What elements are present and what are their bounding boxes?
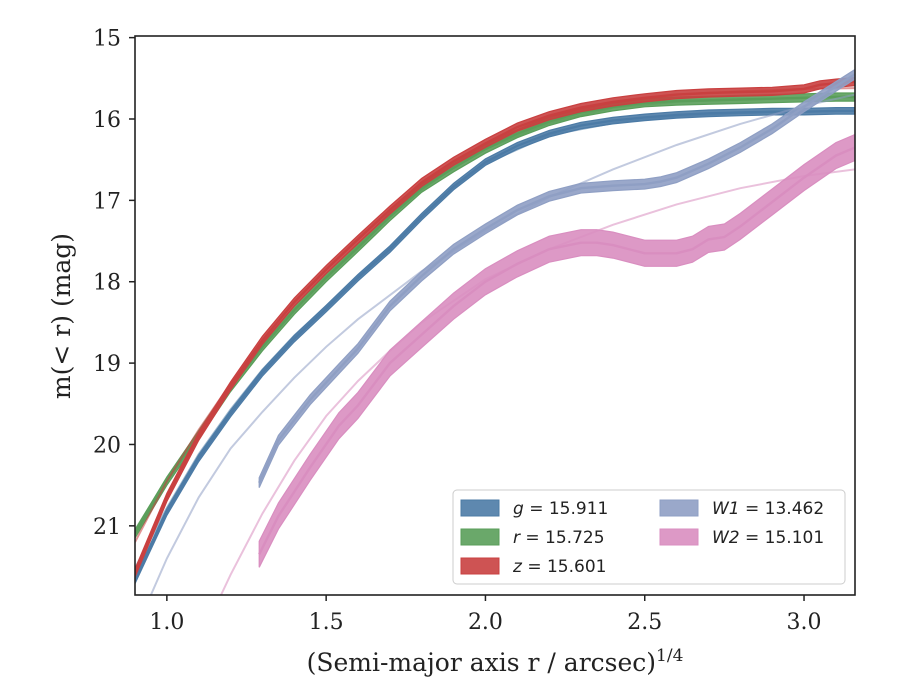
legend-label-w2: W2 = 15.101 — [712, 528, 824, 548]
x-tick-label: 1.5 — [309, 610, 344, 635]
series-layer — [135, 68, 855, 595]
series-w1-band — [258, 68, 855, 488]
x-axis: 1.0 1.5 2.0 2.5 3.0 — [149, 595, 822, 635]
legend-label-w1: W1 = 13.462 — [712, 499, 824, 519]
legend-label-g: g = 15.911 — [513, 499, 608, 519]
y-axis: 15 16 17 18 19 20 21 — [93, 27, 135, 540]
legend-items: g = 15.911 r = 15.725 z = 15.601 W1 = 13.46… — [460, 499, 824, 577]
x-tick-label: 2.0 — [468, 610, 503, 635]
series-z-band — [135, 76, 855, 578]
series-z-line — [135, 80, 855, 574]
legend-box — [452, 489, 846, 585]
series-w1-model-line — [149, 93, 855, 595]
legend: g = 15.911 r = 15.725 z = 15.601 W1 = 13.46… — [452, 489, 846, 585]
plot-frame — [134, 35, 856, 596]
y-tick-label: 18 — [93, 271, 121, 296]
x-axis-label: (Semi-major axis r / arcsec)1/4 — [307, 646, 684, 677]
y-tick-label: 15 — [93, 27, 121, 52]
y-tick-label: 16 — [93, 108, 121, 133]
series-r-line — [135, 95, 855, 535]
legend-swatch-r — [460, 528, 500, 546]
x-tick-label: 1.0 — [149, 610, 184, 635]
legend-label-z: z = 15.601 — [512, 557, 606, 577]
series-w2-band — [258, 133, 855, 568]
x-axis-label-text: (Semi-major axis r / arcsec) — [307, 648, 656, 677]
series-g-band — [135, 107, 855, 584]
legend-swatch-g — [460, 499, 500, 517]
legend-label-r: r = 15.725 — [513, 528, 605, 548]
x-tick-label: 2.5 — [627, 610, 662, 635]
legend-swatch-z — [460, 557, 500, 575]
x-axis-label-exponent: 1/4 — [656, 646, 683, 666]
series-g-line — [135, 109, 855, 581]
y-tick-label: 20 — [93, 433, 121, 458]
legend-swatch-w1 — [659, 499, 699, 517]
y-axis-label: m(< r) (mag) — [47, 233, 76, 399]
series-w1-line — [258, 73, 855, 484]
y-tick-label: 17 — [93, 189, 121, 214]
series-w2-line — [258, 146, 855, 555]
legend-swatch-w2 — [659, 528, 699, 546]
y-tick-label: 19 — [93, 352, 121, 377]
y-tick-label: 21 — [93, 515, 121, 540]
x-tick-label: 3.0 — [787, 610, 822, 635]
